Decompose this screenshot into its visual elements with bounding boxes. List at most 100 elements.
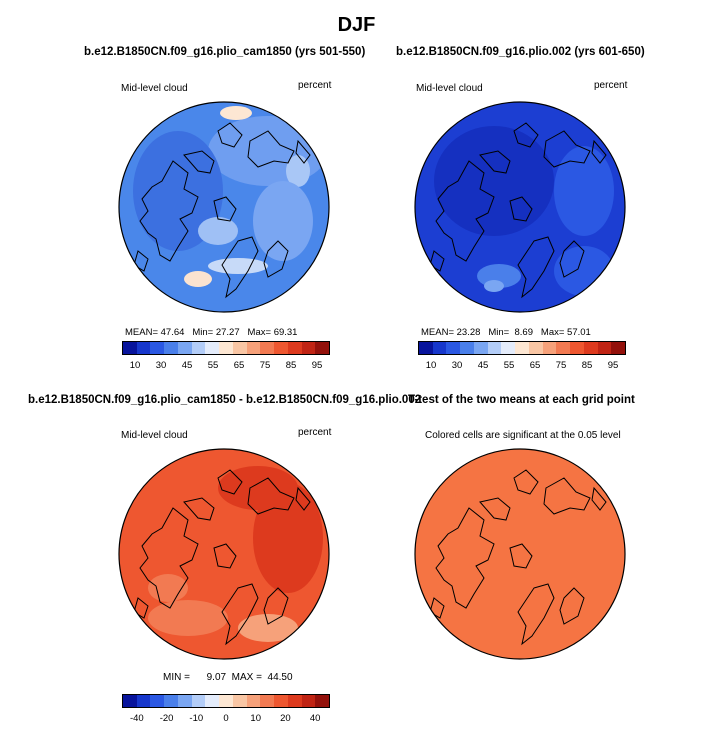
panel-3-colorbar-swatch [177,695,192,707]
panel-3-colorbar-swatch [232,695,247,707]
panel-3-colorbar-swatch [260,695,275,707]
panel-2-max-value: 57.01 [567,327,591,338]
panel-3-min-value: 9.07 [206,672,227,683]
panel-1-colorbar-swatch [177,342,192,354]
panel-2-colorbar-swatch [570,342,584,354]
panel-2-colorbar-swatch [432,342,447,354]
panel-1-colorbar-swatch [123,342,137,354]
panel-1-colorbar [122,341,330,355]
panel-3-colorbar-swatch [315,695,330,707]
panel-2-variable-label: Mid-level cloud [416,83,483,94]
panel-2-colorbar-swatch [528,342,543,354]
panel-2-colorbar-swatch [556,342,571,354]
panel-3-title: b.e12.B1850CN.f09_g16.plio_cam1850 - b.e… [28,394,422,406]
panel-3-units-label: percent [298,427,332,438]
panel-3-map-blob [148,600,228,636]
panel-1-units-label: percent [298,80,332,91]
panel-3-colorbar-swatch [150,695,165,707]
panel-3-max-value: 44.50 [267,672,293,683]
panel-1-colorbar-tick-label: 10 [129,360,141,371]
panel-2-units-label: percent [594,80,628,91]
panel-1-min-value: 27.27 [215,327,240,338]
panel-1-map-blob [253,181,313,261]
panel-2-colorbar-tick-label: 85 [581,360,593,371]
panel-1-colorbar-tick-label: 65 [233,360,245,371]
panel-1-colorbar-tick-label: 45 [181,360,193,371]
panel-3-colorbar-tick-label: -40 [129,713,144,724]
panel-3-colorbar-swatch [219,695,233,707]
panel-2-colorbar-swatch [515,342,529,354]
panel-3-colorbar-tick-label: -10 [189,713,204,724]
panel-2-map-blob [554,146,614,236]
panel-1-polar-map [118,101,330,313]
panel-1-colorbar-swatch [315,342,330,354]
panel-3-colorbar-swatch [164,695,178,707]
panel-2-colorbar-swatch [419,342,433,354]
panel-1-map-blob [198,217,238,245]
panel-3-map-blob [238,614,298,642]
panel-3-colorbar-swatch [136,695,151,707]
panel-2-colorbar-tick-label: 45 [477,360,489,371]
panel-4-coastline [429,469,607,646]
panel-3-colorbar-tick-label: -20 [159,713,174,724]
figure-title: DJF [337,14,376,36]
panel-2-mean-value: 23.28 [456,327,481,338]
panel-2-colorbar-swatch [583,342,598,354]
panel-1-map-blob [208,258,268,274]
panel-1-stats: MEAN= 47.64 Min= 27.27 Max= 69.31 [125,327,297,338]
panel-2-colorbar-tick-label: 95 [607,360,619,371]
panel-3-min-label: MIN = [163,672,190,683]
panel-2-min-value: 8.69 [514,327,533,338]
panel-3-colorbar-swatch [191,695,206,707]
panel-2-colorbar-swatch [473,342,488,354]
panel-2-colorbar [418,341,626,355]
panel-3-colorbar-tick-label: 40 [309,713,321,724]
panel-1-map-blob [133,131,223,251]
panel-1-colorbar-tick-label: 95 [311,360,323,371]
panel-3-colorbar-tick-label: 20 [280,713,291,724]
panel-1-min-label: Min= [192,327,214,338]
panel-1-mean-label: MEAN= [125,327,158,338]
panel-1-colorbar-swatch [274,342,288,354]
panel-2-colorbar-tick-label: 65 [529,360,541,371]
panel-1-colorbar-swatch [150,342,165,354]
panel-1-colorbar-tick-label: 85 [285,360,297,371]
panel-3-map-blob [253,483,323,593]
panel-1-map-blob [208,116,328,186]
panel-2-polar-map [414,101,626,313]
panel-3-colorbar-labels: -40 -20 -10 0 10 20 40 [122,713,330,725]
panel-1-max-value: 69.31 [273,327,298,338]
panel-1-colorbar-swatch [287,342,302,354]
panel-1-colorbar-swatch [219,342,233,354]
panel-4-polar-map [414,448,626,660]
panel-2-min-label: Min= [488,327,510,338]
panel-1-colorbar-tick-label: 75 [259,360,271,371]
panel-3-colorbar-tick-label: 0 [223,713,229,724]
panel-2-colorbar-swatch [542,342,557,354]
panel-2-coastline [429,122,607,299]
panel-4-subtitle: Colored cells are significant at the 0.0… [425,430,621,441]
panel-3-max-label: MAX = [231,672,262,683]
panel-3-colorbar-swatch [274,695,288,707]
panel-2-colorbar-swatch [611,342,626,354]
panel-3-colorbar-swatch [246,695,261,707]
panel-3-map-blob [218,466,298,510]
panel-3-colorbar-swatch [205,695,220,707]
panel-1-mean-value: 47.64 [160,327,185,338]
panel-3-polar-map [118,448,330,660]
panel-2-colorbar-swatch [446,342,461,354]
panel-1-max-label: Max= [247,327,272,338]
panel-2-colorbar-swatch [597,342,612,354]
panel-1-colorbar-tick-label: 55 [207,360,219,371]
panel-2-colorbar-tick-label: 10 [425,360,437,371]
panel-1-colorbar-swatch [136,342,151,354]
panel-1-colorbar-swatch [246,342,261,354]
panel-3-variable-label: Mid-level cloud [121,430,188,441]
panel-4-title: T-test of the two means at each grid poi… [408,394,635,406]
panel-2-colorbar-tick-label: 30 [451,360,463,371]
panel-2-colorbar-swatch [501,342,516,354]
panel-3-colorbar-swatch [287,695,302,707]
panel-2-map-blob [434,126,554,236]
panel-3-colorbar-tick-label: 10 [250,713,261,724]
panel-2-stats: MEAN= 23.28 Min= 8.69 Max= 57.01 [421,327,591,338]
